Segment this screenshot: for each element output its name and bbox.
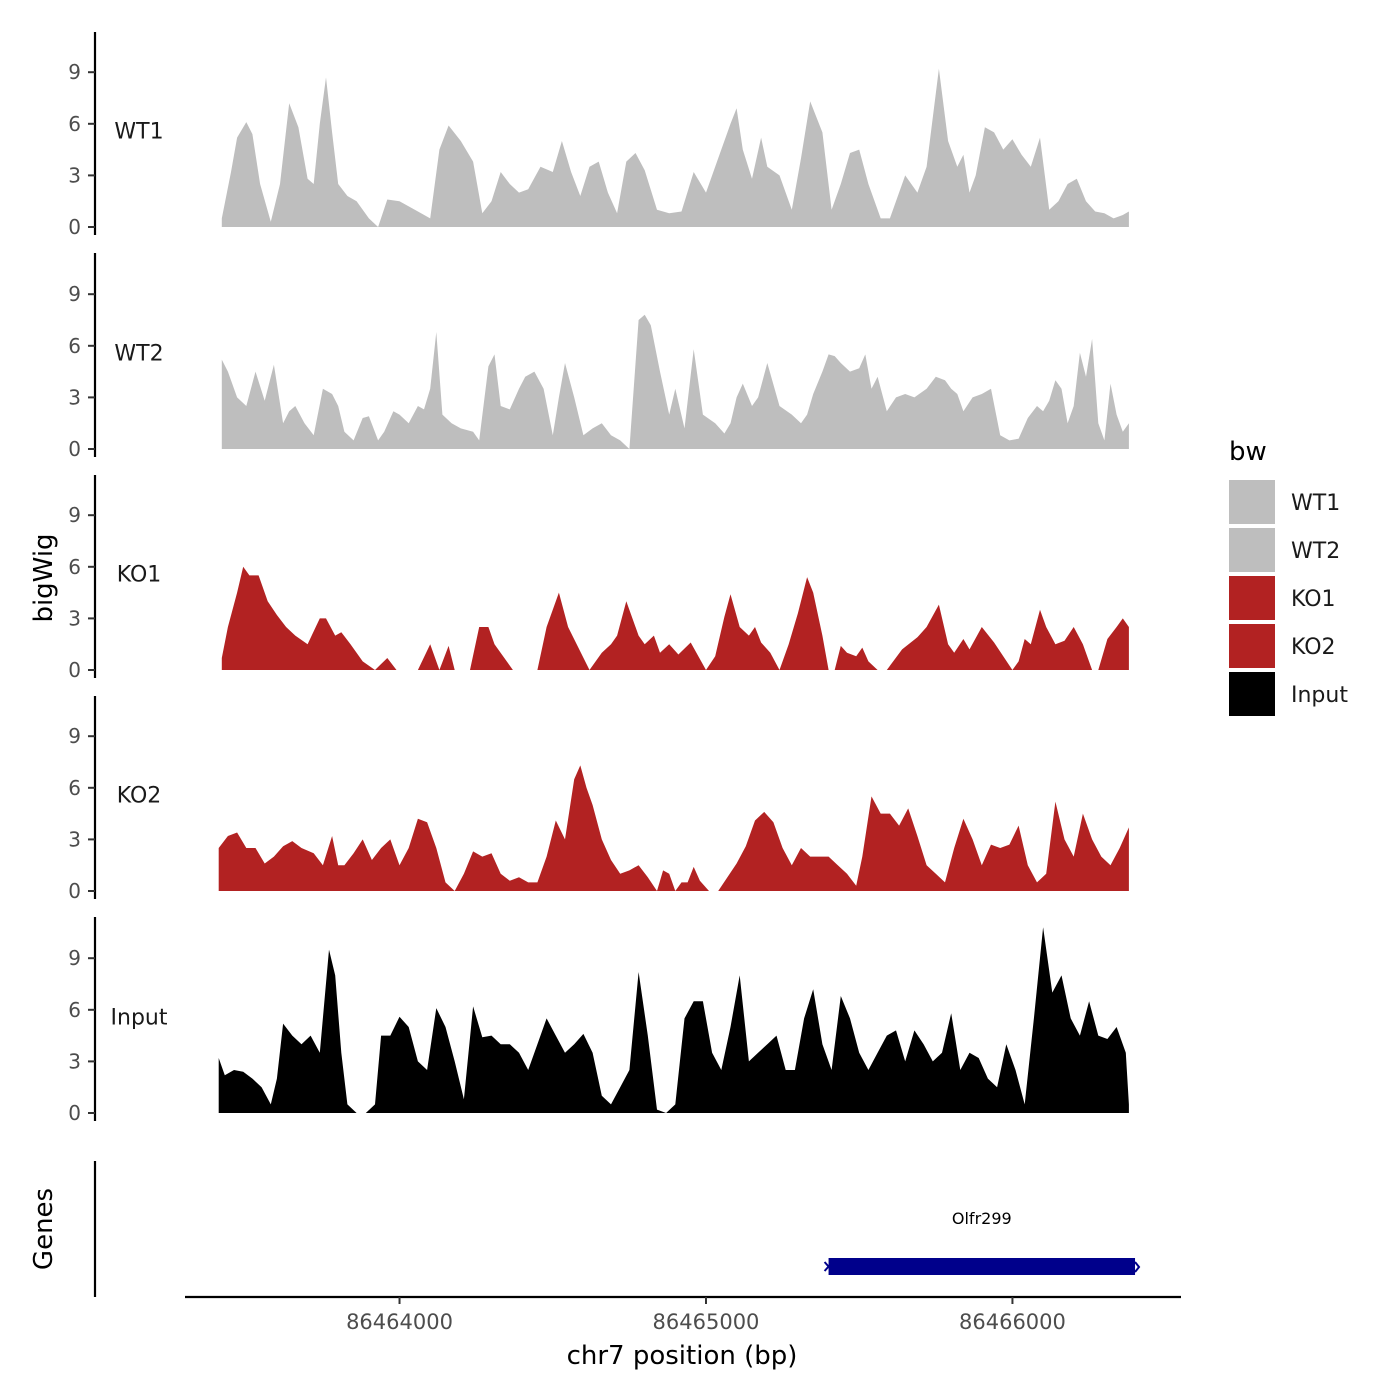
legend-label-wt1: WT1 [1291, 491, 1340, 516]
y-tick-label-ko2-0: 0 [68, 879, 81, 903]
area-ko1 [221, 566, 1129, 670]
y-tick-label-input-9: 9 [68, 946, 81, 970]
genes-axis-label: Genes [29, 1188, 59, 1270]
y-tick-label-input-6: 6 [68, 998, 81, 1022]
gene-label-olfr299: Olfr299 [952, 1209, 1012, 1228]
area-ko2 [218, 765, 1129, 891]
track-label-input: Input [111, 1006, 168, 1031]
legend-label-ko2: KO2 [1291, 635, 1336, 660]
legend-label-input: Input [1291, 683, 1348, 708]
legend-title: bw [1229, 437, 1267, 467]
y-tick-label-wt1-9: 9 [68, 60, 81, 84]
track-input: 0 3 6 9 Input [68, 917, 1129, 1125]
legend-key-ko1 [1229, 576, 1275, 620]
legend: bw WT1 WT2 KO1 KO2 Input [1229, 437, 1348, 716]
bigwig-tracks: 0 3 6 9 WT1 0 3 6 9 WT2 0 3 6 9 KO1 0 3 6 9 KO2 0 3 6 9 Input [68, 32, 1129, 1125]
gene-end-marker [1134, 1261, 1141, 1273]
legend-label-ko1: KO1 [1291, 587, 1336, 612]
genes-panel: Olfr299 [93, 1161, 1141, 1297]
gene-olfr299 [828, 1258, 1136, 1275]
x-axis-label: chr7 position (bp) [567, 1341, 798, 1371]
track-label-ko2: KO2 [117, 784, 162, 809]
y-tick-label-ko1-0: 0 [68, 658, 81, 682]
legend-key-wt2 [1229, 528, 1275, 572]
x-tick-label-86465000: 86465000 [653, 1310, 760, 1334]
y-tick-label-ko1-9: 9 [68, 503, 81, 527]
y-tick-label-input-0: 0 [68, 1101, 81, 1125]
legend-key-wt1 [1229, 480, 1275, 524]
track-label-wt1: WT1 [114, 120, 163, 145]
y-tick-label-wt2-6: 6 [68, 334, 81, 358]
x-axis: 86464000 86465000 86466000 [185, 1295, 1181, 1334]
y-tick-label-input-3: 3 [68, 1049, 81, 1073]
gene-start-marker [823, 1261, 834, 1272]
track-ko2: 0 3 6 9 KO2 [68, 696, 1129, 903]
track-wt1: 0 3 6 9 WT1 [68, 32, 1129, 239]
y-tick-label-ko2-9: 9 [68, 724, 81, 748]
x-tick-label-86466000: 86466000 [959, 1310, 1066, 1334]
track-label-wt2: WT2 [114, 342, 163, 367]
track-wt2: 0 3 6 9 WT2 [68, 253, 1129, 461]
x-tick-label-86464000: 86464000 [346, 1310, 453, 1334]
legend-label-wt2: WT2 [1291, 539, 1340, 564]
track-label-ko1: KO1 [117, 563, 162, 588]
area-wt2 [221, 314, 1129, 449]
y-tick-label-wt1-3: 3 [68, 163, 81, 187]
track-ko1: 0 3 6 9 KO1 [68, 475, 1129, 682]
y-tick-label-wt1-6: 6 [68, 112, 81, 136]
legend-key-input [1229, 672, 1275, 716]
y-tick-label-wt1-0: 0 [68, 215, 81, 239]
y-tick-label-ko2-3: 3 [68, 827, 81, 851]
y-tick-label-wt2-0: 0 [68, 437, 81, 461]
y-tick-label-ko2-6: 6 [68, 776, 81, 800]
y-tick-label-ko1-3: 3 [68, 606, 81, 630]
area-input [218, 927, 1129, 1113]
area-wt1 [221, 68, 1129, 227]
y-axis-label: bigWig [29, 533, 59, 622]
y-tick-label-wt2-3: 3 [68, 385, 81, 409]
legend-key-ko2 [1229, 624, 1275, 668]
y-tick-label-ko1-6: 6 [68, 555, 81, 579]
y-tick-label-wt2-9: 9 [68, 282, 81, 306]
